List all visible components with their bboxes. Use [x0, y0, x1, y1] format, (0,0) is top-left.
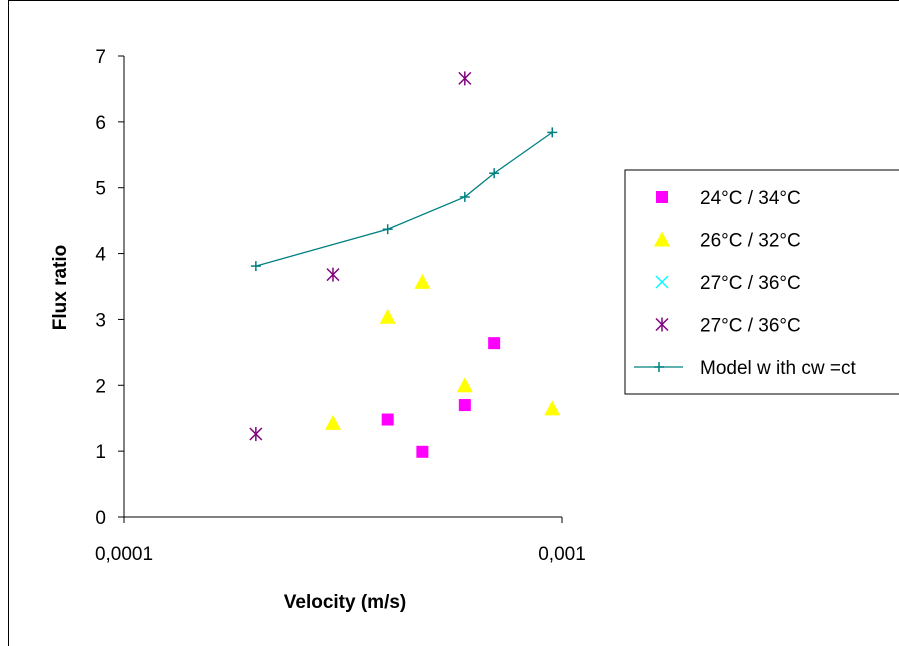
- y-axis-title: Flux ratio: [50, 245, 71, 331]
- data-point: [488, 337, 501, 350]
- data-point: [324, 414, 341, 430]
- y-tick-label: 7: [95, 47, 106, 68]
- chart-frame: [8, 0, 899, 646]
- data-point: [414, 273, 431, 289]
- data-point: [379, 308, 396, 324]
- series-4: [250, 127, 558, 272]
- data-point: [458, 71, 472, 86]
- y-tick-label: 6: [95, 113, 106, 134]
- axes: [123, 56, 562, 518]
- y-tick-label: 2: [95, 376, 106, 397]
- series-0: [381, 337, 501, 458]
- data-point: [544, 400, 561, 416]
- data-point: [249, 427, 263, 442]
- data-point: [326, 267, 340, 282]
- y-tick-label: 4: [95, 245, 106, 266]
- x-tick-label: 0,001: [538, 544, 586, 565]
- legend-swatch-marker: [655, 317, 669, 332]
- data-point: [489, 168, 500, 179]
- y-tick-label: 1: [95, 442, 106, 463]
- data-point: [547, 127, 558, 138]
- data-point: [382, 224, 393, 235]
- legend-box: [624, 169, 899, 395]
- x-tick-label: 0,0001: [95, 544, 153, 565]
- y-tick-label: 5: [95, 179, 106, 200]
- legend-swatch-marker: [655, 275, 669, 289]
- data-point: [381, 413, 394, 426]
- data-point: [456, 377, 473, 393]
- data-point: [458, 399, 471, 412]
- series-line: [255, 131, 553, 267]
- series-3: [249, 71, 472, 442]
- legend-swatch-marker: [656, 191, 668, 203]
- legend-label: Model w ith cw =ct: [700, 358, 856, 379]
- legend: 24°C / 34°C 26°C / 32°C 27°C / 36°C 27°C / …: [624, 169, 899, 395]
- legend-swatch-marker: [654, 231, 670, 247]
- legend-item: 27°C / 36°C: [655, 316, 801, 337]
- y-tick-label: 0: [95, 508, 106, 529]
- data-point: [250, 261, 261, 272]
- legend-label: 26°C / 32°C: [700, 231, 801, 252]
- series-1: [324, 273, 561, 430]
- legend-item: 27°C / 36°C: [655, 273, 801, 294]
- data-point: [459, 191, 470, 202]
- legend-label: 24°C / 34°C: [700, 188, 801, 209]
- x-axis-title: Velocity (m/s): [284, 592, 407, 613]
- legend-item: 26°C / 32°C: [654, 231, 801, 252]
- legend-label: 27°C / 36°C: [700, 273, 801, 294]
- legend-swatch-marker: [654, 362, 664, 372]
- legend-item: 24°C / 34°C: [656, 188, 801, 209]
- legend-label: 27°C / 36°C: [700, 316, 801, 337]
- y-tick-label: 3: [95, 310, 106, 331]
- data-point: [416, 445, 429, 458]
- legend-item: Model w ith cw =ct: [634, 358, 856, 379]
